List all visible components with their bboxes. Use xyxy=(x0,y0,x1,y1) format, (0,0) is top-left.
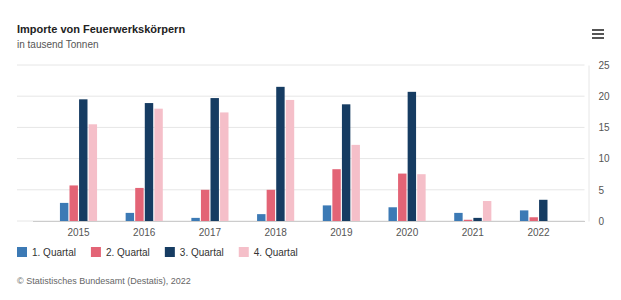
bar xyxy=(154,109,162,221)
bar xyxy=(473,218,481,221)
x-tick: 2020 xyxy=(396,221,419,238)
y-tick-label: 15 xyxy=(599,122,611,133)
bar xyxy=(417,174,425,221)
grid-line xyxy=(17,158,585,159)
menu-icon[interactable] xyxy=(592,29,604,39)
bar xyxy=(191,218,199,221)
y-tick-label: 25 xyxy=(599,60,611,71)
legend-swatch[interactable] xyxy=(239,247,249,257)
x-tick: 2017 xyxy=(199,221,222,238)
legend-swatch[interactable] xyxy=(17,247,27,257)
legend-item[interactable]: 2. Quartal xyxy=(91,247,150,258)
subtitle: in tausend Tonnen xyxy=(17,39,99,50)
legend-label[interactable]: 1. Quartal xyxy=(32,247,76,258)
source: © Statistisches Bundesamt (Destatis), 20… xyxy=(17,276,191,286)
x-tick-label: 2019 xyxy=(330,227,353,238)
bar xyxy=(220,112,228,221)
legend-item[interactable]: 3. Quartal xyxy=(165,247,224,258)
x-tick-label: 2015 xyxy=(67,227,90,238)
x-tick: 2021 xyxy=(462,221,485,238)
grid-line xyxy=(17,96,585,97)
y-tick: 0 xyxy=(589,216,605,227)
bar xyxy=(352,145,360,221)
bar xyxy=(520,210,528,221)
bar xyxy=(79,99,87,221)
x-tick-label: 2020 xyxy=(396,227,419,238)
bar xyxy=(89,124,97,221)
bar xyxy=(454,213,462,221)
menu-line[interactable] xyxy=(592,33,604,35)
legend-label[interactable]: 4. Quartal xyxy=(254,247,298,258)
bar xyxy=(276,87,284,221)
bar xyxy=(342,104,350,221)
x-tick: 2016 xyxy=(133,221,156,238)
bar xyxy=(389,207,397,221)
grid xyxy=(17,65,585,221)
bar xyxy=(60,203,68,221)
bar xyxy=(483,201,491,221)
menu-line[interactable] xyxy=(592,37,604,39)
bar xyxy=(286,100,294,221)
legend-item[interactable]: 1. Quartal xyxy=(17,247,76,258)
x-axis-line xyxy=(33,221,585,222)
y-tick: 15 xyxy=(589,122,611,133)
bar xyxy=(70,185,78,221)
grid-line xyxy=(17,221,585,222)
legend-label[interactable]: 2. Quartal xyxy=(106,247,150,258)
menu-line[interactable] xyxy=(592,29,604,31)
legend-item[interactable]: 4. Quartal xyxy=(239,247,298,258)
x-tick: 2018 xyxy=(265,221,288,238)
x-tick: 2022 xyxy=(527,221,550,238)
bars xyxy=(60,87,548,221)
grid-line xyxy=(17,127,585,128)
bar xyxy=(539,200,547,221)
legend-swatch[interactable] xyxy=(91,247,101,257)
bar xyxy=(126,213,134,221)
y-tick-label: 5 xyxy=(599,185,605,196)
y-tick-label: 0 xyxy=(599,216,605,227)
x-tick-label: 2022 xyxy=(527,227,550,238)
bar xyxy=(530,217,538,221)
x-tick-label: 2016 xyxy=(133,227,156,238)
bar xyxy=(332,169,340,221)
y-tick: 25 xyxy=(589,60,611,71)
y-tick: 10 xyxy=(589,153,611,164)
bar xyxy=(323,205,331,221)
bar xyxy=(145,103,153,221)
bar xyxy=(267,190,275,221)
y-tick: 20 xyxy=(589,91,611,102)
legend-label[interactable]: 3. Quartal xyxy=(180,247,224,258)
bar xyxy=(201,190,209,221)
x-axis: 2015 2016 2017 2018 2019 2020 2021 2022 xyxy=(33,221,585,238)
bar xyxy=(464,220,472,221)
bar xyxy=(211,98,219,221)
y-tick-label: 20 xyxy=(599,91,611,102)
y-axis-line xyxy=(589,66,590,222)
y-axis: 0 5 10 15 20 25 xyxy=(589,60,611,227)
x-tick: 2019 xyxy=(330,221,353,238)
x-tick-label: 2018 xyxy=(265,227,288,238)
bar xyxy=(257,214,265,221)
legend: 1. Quartal 2. Quartal 3. Quartal 4. Quartal xyxy=(17,247,298,258)
grid-line xyxy=(17,65,585,66)
grid-line xyxy=(17,189,585,190)
title: Importe von Feuerwerkskörpern xyxy=(17,23,185,35)
x-tick-label: 2017 xyxy=(199,227,222,238)
y-tick: 5 xyxy=(589,185,605,196)
bar xyxy=(408,92,416,221)
y-tick-label: 10 xyxy=(599,153,611,164)
bar xyxy=(398,174,406,221)
chart: Importe von Feuerwerkskörpern in tausend … xyxy=(0,0,621,300)
bar xyxy=(135,188,143,221)
x-tick: 2015 xyxy=(67,221,90,238)
x-tick-label: 2021 xyxy=(462,227,485,238)
legend-swatch[interactable] xyxy=(165,247,175,257)
